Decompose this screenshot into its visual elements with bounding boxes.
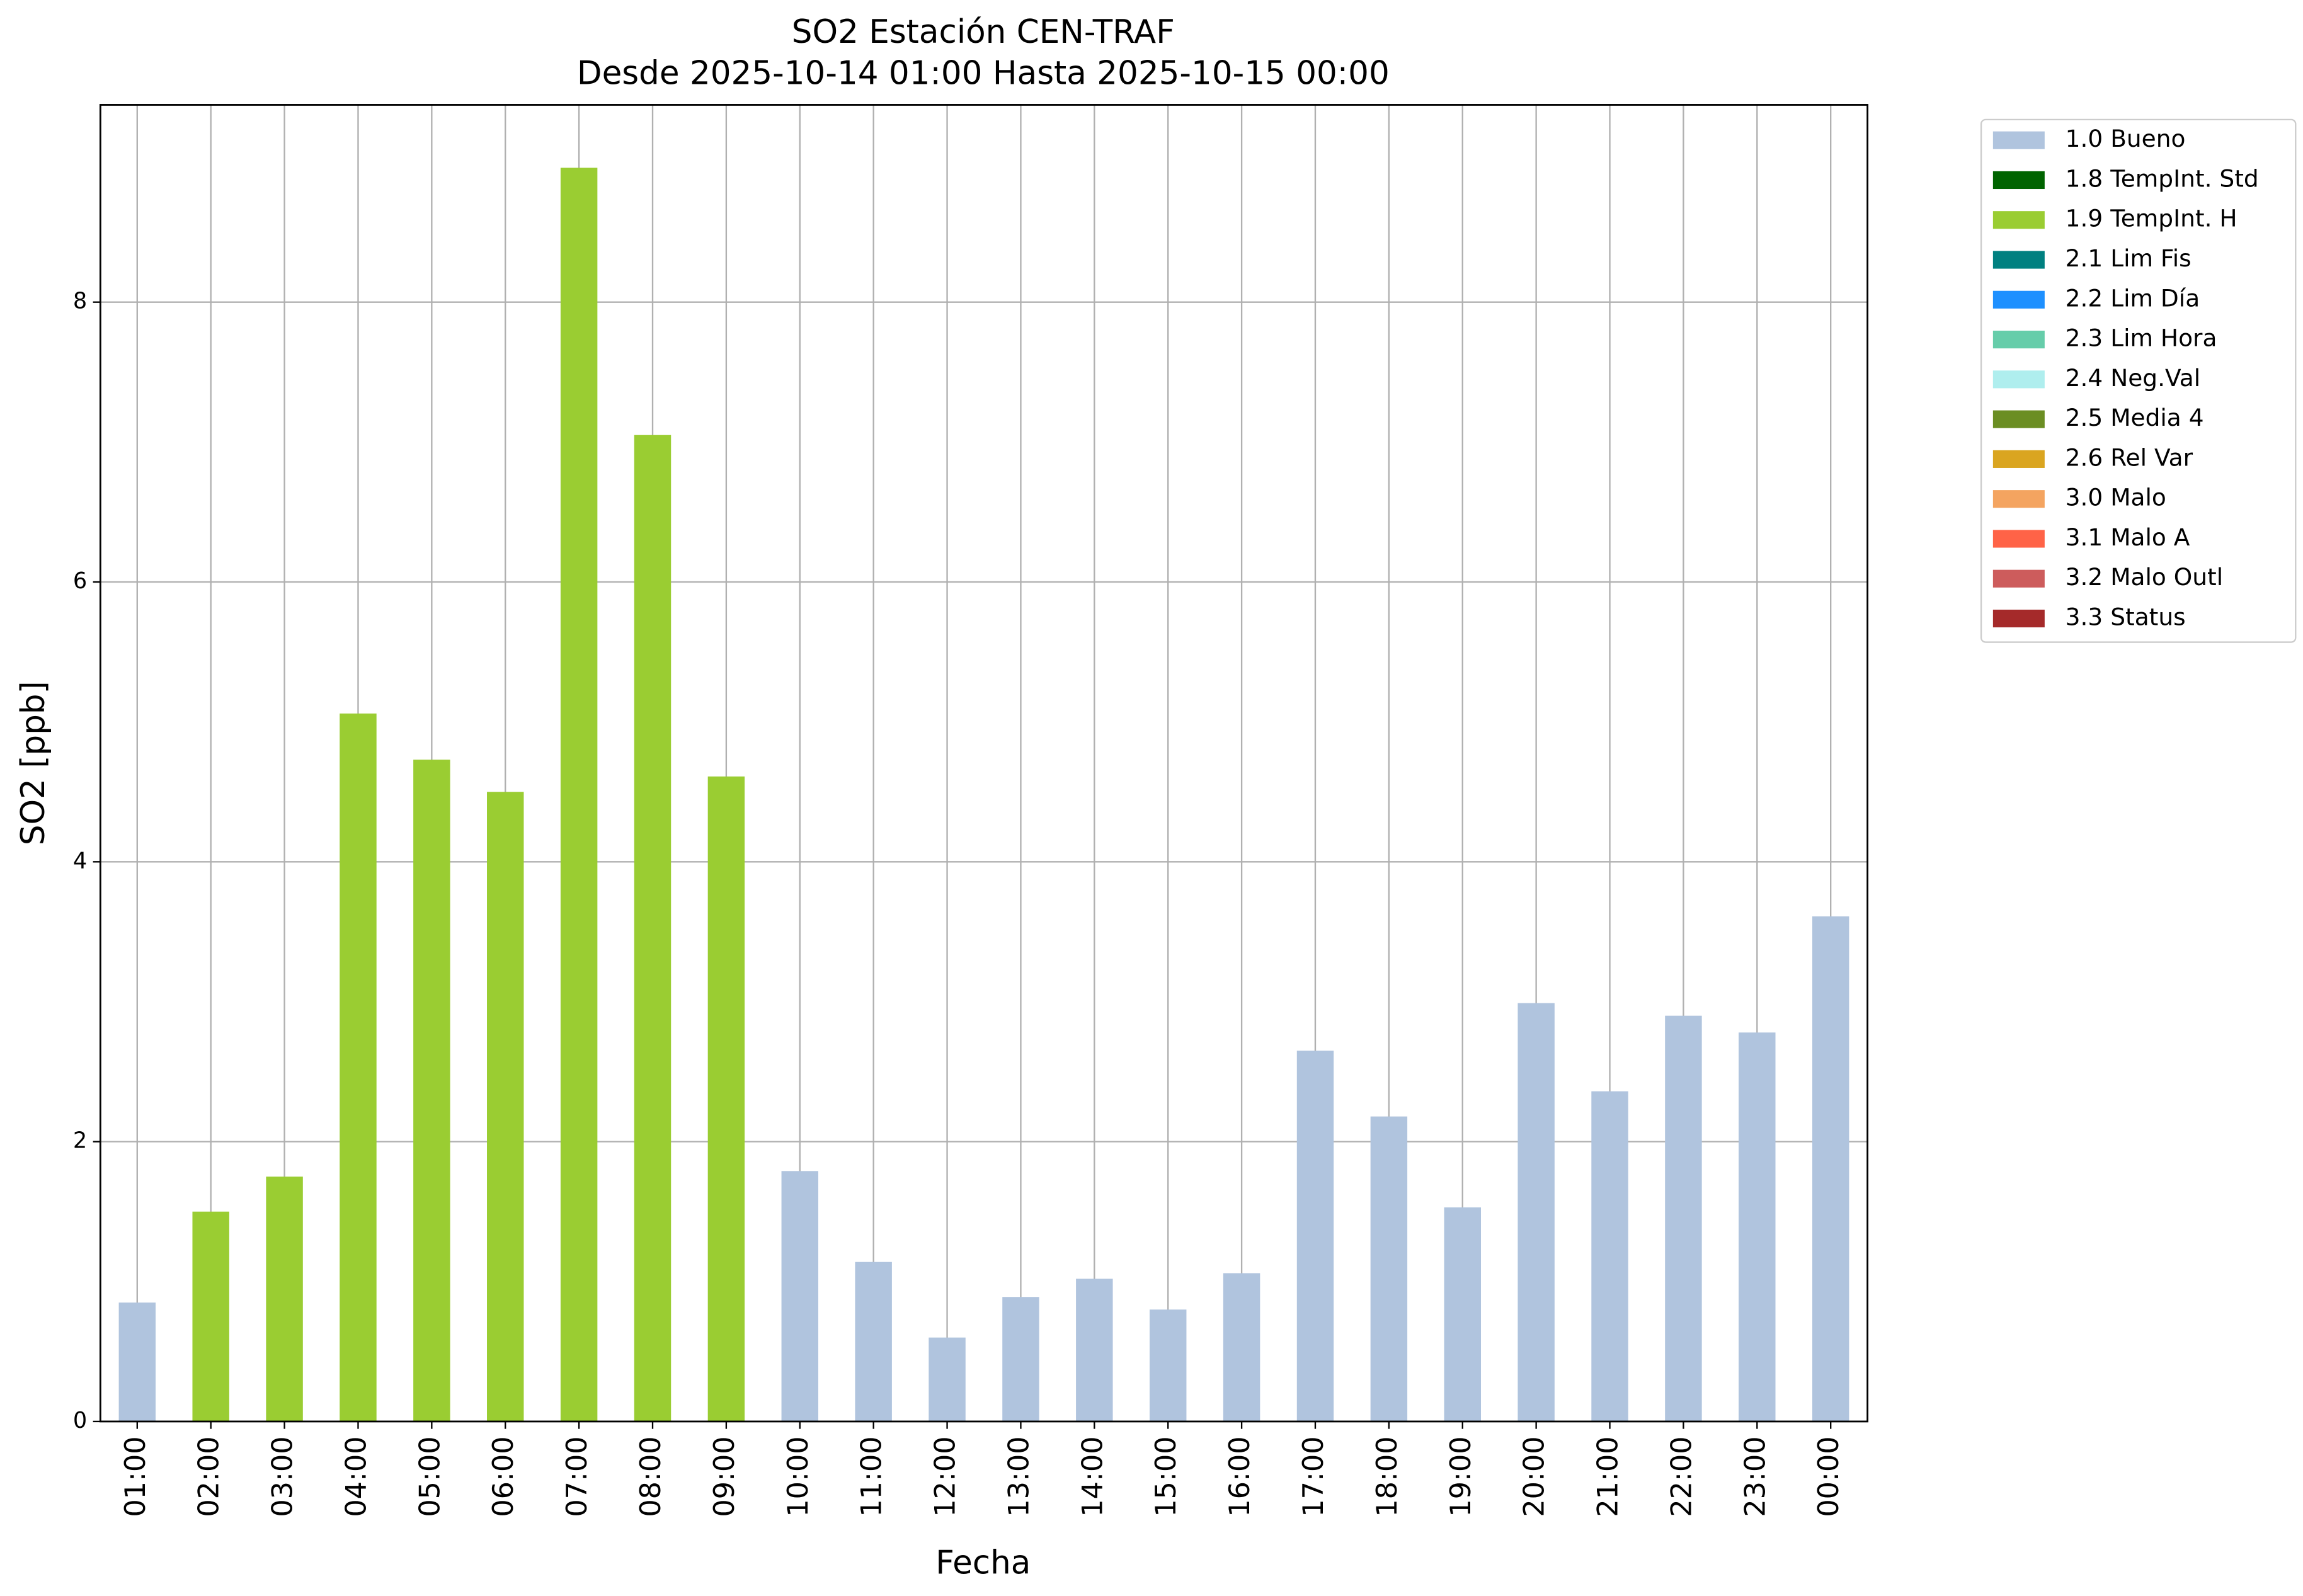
x-tick-label: 03:00 bbox=[267, 1436, 299, 1517]
bar bbox=[1665, 1015, 1702, 1422]
x-tick-label: 09:00 bbox=[709, 1436, 741, 1517]
legend-swatch bbox=[1992, 251, 2045, 269]
legend-swatch bbox=[1992, 290, 2045, 309]
legend-swatch bbox=[1992, 530, 2045, 548]
legend-swatch bbox=[1992, 569, 2045, 588]
legend-label: 2.4 Neg.Val bbox=[2066, 364, 2200, 392]
bar bbox=[266, 1177, 303, 1422]
legend-label: 1.8 TempInt. Std bbox=[2066, 164, 2259, 192]
legend-label: 2.1 Lim Fis bbox=[2066, 244, 2192, 272]
x-tick-label: 19:00 bbox=[1445, 1436, 1477, 1517]
x-tick-label: 08:00 bbox=[635, 1436, 667, 1517]
bar bbox=[1149, 1309, 1187, 1422]
legend: 1.0 Bueno 1.8 TempInt. Std 1.9 TempInt. H 2… bbox=[1980, 118, 2297, 643]
bar bbox=[192, 1211, 229, 1422]
bar bbox=[855, 1262, 892, 1422]
legend-label: 1.0 Bueno bbox=[2066, 125, 2186, 152]
y-tick-label: 2 bbox=[73, 1128, 87, 1154]
x-tick-label: 15:00 bbox=[1150, 1436, 1182, 1517]
legend-swatch bbox=[1992, 450, 2045, 468]
legend-label: 3.1 Malo A bbox=[2066, 523, 2190, 551]
bar bbox=[929, 1337, 966, 1422]
x-tick-label: 10:00 bbox=[782, 1436, 814, 1517]
legend-frame bbox=[1980, 118, 2297, 643]
bar bbox=[1002, 1297, 1039, 1422]
x-tick-label: 21:00 bbox=[1592, 1436, 1625, 1517]
x-tick-label: 06:00 bbox=[488, 1436, 520, 1517]
axes: 0 2 4 6 8 01:00 02:00 03:00 04:00 05:00 06:00 07:00… bbox=[73, 288, 1845, 1517]
x-tick-label: 16:00 bbox=[1224, 1436, 1256, 1517]
y-axis-label: SO2 [ppb] bbox=[14, 681, 52, 845]
bar bbox=[340, 713, 377, 1422]
bar bbox=[1739, 1032, 1776, 1422]
bar bbox=[1370, 1116, 1408, 1422]
bar bbox=[413, 760, 450, 1422]
bar bbox=[1812, 916, 1849, 1422]
bar bbox=[118, 1302, 156, 1422]
bar bbox=[1223, 1273, 1260, 1422]
x-tick-label: 01:00 bbox=[120, 1436, 152, 1517]
legend-label: 2.5 Media 4 bbox=[2066, 404, 2204, 431]
legend-swatch bbox=[1992, 370, 2045, 389]
plot-frame bbox=[99, 104, 1869, 1423]
x-axis-label: Fecha bbox=[935, 1544, 1031, 1582]
bar bbox=[1296, 1051, 1334, 1422]
x-tick-label: 05:00 bbox=[414, 1436, 446, 1517]
legend-label: 3.2 Malo Outl bbox=[2066, 563, 2223, 591]
legend-swatch bbox=[1992, 131, 2045, 149]
legend-label: 2.3 Lim Hora bbox=[2066, 324, 2217, 352]
legend-label: 1.9 TempInt. H bbox=[2066, 205, 2237, 232]
x-tick-label: 13:00 bbox=[1003, 1436, 1035, 1517]
bar bbox=[634, 435, 671, 1422]
x-tick-label: 12:00 bbox=[930, 1436, 962, 1517]
legend-swatch bbox=[1992, 211, 2045, 229]
legend-swatch bbox=[1992, 331, 2045, 349]
bar bbox=[707, 776, 745, 1422]
bars bbox=[118, 168, 1849, 1422]
x-tick-label: 14:00 bbox=[1077, 1436, 1109, 1517]
legend-label: 3.3 Status bbox=[2066, 603, 2186, 631]
chart-title: SO2 Estación CEN-TRAF bbox=[792, 13, 1175, 51]
x-tick-label: 02:00 bbox=[193, 1436, 226, 1517]
bar bbox=[1517, 1003, 1555, 1422]
x-tick-label: 22:00 bbox=[1666, 1436, 1698, 1517]
bar bbox=[1591, 1091, 1628, 1422]
y-tick-label: 0 bbox=[73, 1408, 87, 1434]
bar bbox=[560, 168, 598, 1422]
x-tick-label: 23:00 bbox=[1739, 1436, 1771, 1517]
bar bbox=[1076, 1279, 1113, 1422]
y-tick-label: 8 bbox=[73, 288, 87, 314]
x-tick-label: 20:00 bbox=[1519, 1436, 1551, 1517]
x-tick-label: 00:00 bbox=[1813, 1436, 1845, 1517]
legend-swatch bbox=[1992, 490, 2045, 508]
x-tick-label: 17:00 bbox=[1298, 1436, 1330, 1517]
x-tick-label: 07:00 bbox=[561, 1436, 593, 1517]
y-tick-label: 6 bbox=[73, 568, 87, 594]
legend-swatch bbox=[1992, 171, 2045, 190]
bar bbox=[487, 792, 524, 1422]
legend-label: 2.6 Rel Var bbox=[2066, 443, 2193, 471]
legend-swatch bbox=[1992, 410, 2045, 428]
x-tick-label: 04:00 bbox=[340, 1436, 372, 1517]
x-tick-label: 18:00 bbox=[1371, 1436, 1403, 1517]
x-tick-label: 11:00 bbox=[856, 1436, 888, 1517]
y-tick-label: 4 bbox=[73, 848, 87, 874]
chart-subtitle: Desde 2025-10-14 01:00 Hasta 2025-10-15 … bbox=[577, 55, 1390, 93]
legend-swatch bbox=[1992, 609, 2045, 628]
bar bbox=[781, 1171, 819, 1422]
legend-label: 3.0 Malo bbox=[2066, 484, 2166, 511]
bar bbox=[1444, 1207, 1481, 1422]
legend-label: 2.2 Lim Día bbox=[2066, 284, 2200, 312]
